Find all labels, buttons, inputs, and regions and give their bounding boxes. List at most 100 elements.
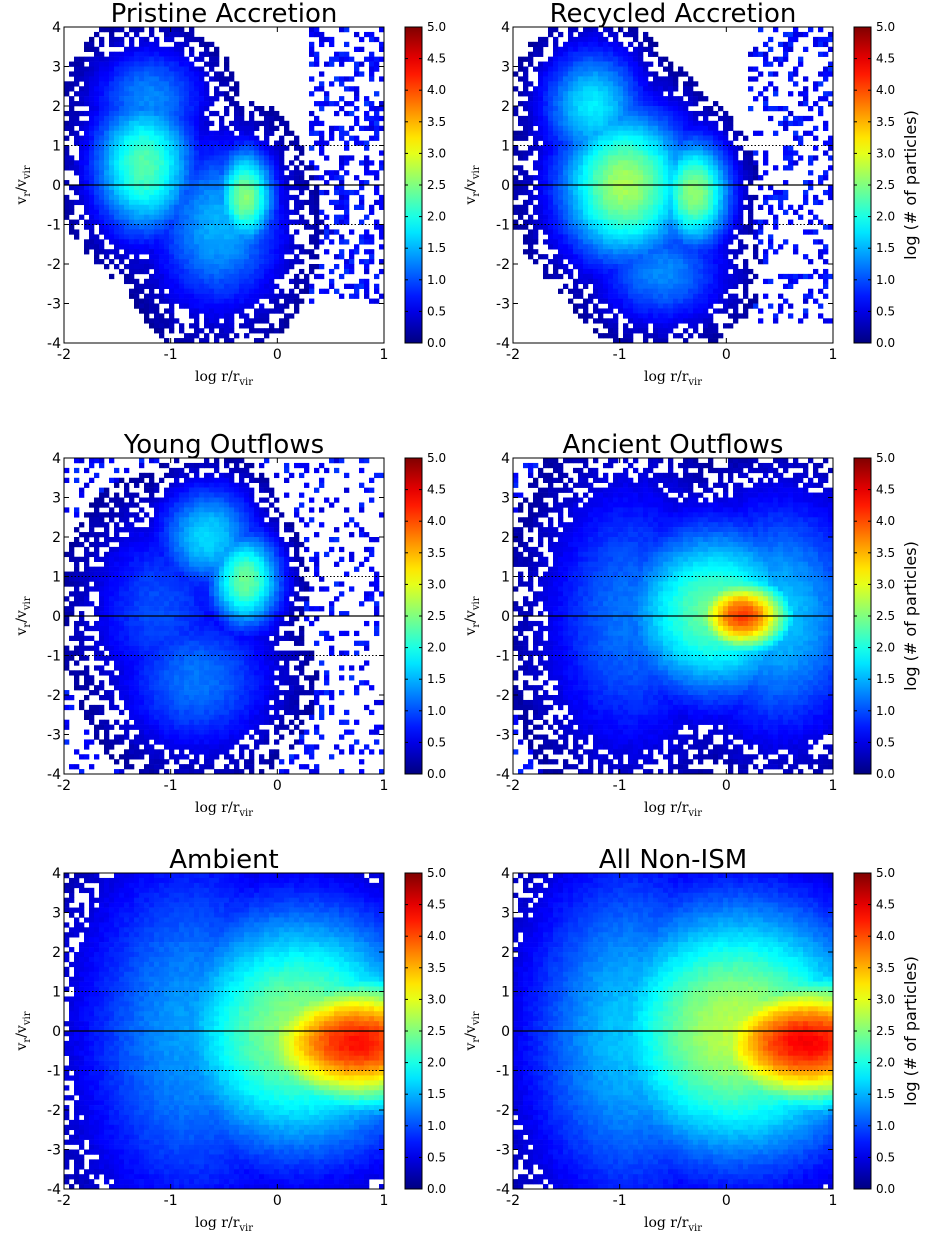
heat-cell [653, 145, 659, 151]
heat-cell [224, 229, 230, 235]
heat-cell [94, 180, 100, 186]
heat-cell [109, 180, 115, 186]
heat-cell [139, 66, 145, 72]
heat-cell [214, 268, 220, 275]
heat-cell [548, 56, 554, 62]
heat-cell [698, 288, 704, 294]
heat-cell [169, 199, 175, 206]
heat-cell [618, 56, 624, 62]
heat-cell [598, 31, 604, 38]
heat-cell [653, 259, 659, 265]
heat-cell [99, 106, 105, 112]
heat-cell [239, 145, 245, 151]
heat-cell [583, 135, 589, 141]
heat-cell [214, 96, 220, 102]
heat-cell [74, 120, 80, 127]
heat-cell [633, 76, 639, 82]
heat-cell [364, 278, 370, 285]
heat-cell [793, 160, 799, 166]
heat-cell [134, 264, 140, 270]
heat-cell [538, 254, 544, 260]
heat-cell [279, 209, 285, 215]
heat-cell [349, 86, 355, 92]
heat-cell [124, 130, 130, 136]
heat-cell [663, 239, 669, 245]
heat-cell [568, 170, 574, 176]
heat-cell [538, 71, 544, 77]
heat-cell [593, 76, 599, 82]
heat-cell [763, 150, 769, 156]
heat-cell [114, 224, 120, 230]
heat-cell [349, 268, 355, 275]
heat-cell [603, 224, 609, 230]
heat-cell [174, 268, 180, 275]
heat-cell [623, 86, 629, 92]
heat-cell [279, 185, 285, 191]
heat-cell [259, 180, 265, 186]
heat-cell [758, 51, 764, 57]
heat-cell [658, 86, 664, 92]
heat-cell [64, 81, 70, 87]
heat-cell [349, 76, 355, 82]
heat-cell [638, 115, 644, 122]
heat-cell [568, 194, 574, 201]
heat-cell [194, 66, 200, 72]
heat-cell [668, 106, 674, 112]
heat-cell [723, 239, 729, 245]
heat-cell [623, 194, 629, 201]
heat-cell [259, 328, 265, 334]
heat-cell [668, 328, 674, 334]
heat-cell [603, 194, 609, 201]
heat-cell [753, 175, 759, 181]
heat-cell [324, 96, 330, 102]
heat-cell [219, 303, 225, 309]
heat-cell [703, 125, 709, 131]
heat-cell [144, 170, 150, 176]
heat-cell [74, 101, 80, 107]
heat-cell [783, 189, 789, 196]
heat-cell [159, 160, 165, 166]
heat-cell [214, 199, 220, 206]
heat-cell [164, 293, 170, 299]
heat-cell [593, 150, 599, 156]
heat-cell [129, 125, 135, 131]
heat-cell [144, 135, 150, 141]
heat-cell [733, 130, 739, 136]
heat-cell [349, 125, 355, 131]
heat-cell [189, 303, 195, 309]
heat-cell [329, 229, 335, 235]
heat-cell [538, 150, 544, 156]
heat-cell [109, 214, 115, 220]
heat-cell [264, 224, 270, 230]
heat-cell [219, 288, 225, 294]
heat-cell [768, 209, 774, 215]
heat-cell [159, 278, 165, 285]
heat-cell [84, 185, 90, 191]
heat-cell [179, 86, 185, 92]
heat-cell [703, 323, 709, 329]
heat-cell [159, 204, 165, 210]
heat-cell [379, 56, 385, 62]
heat-cell [139, 194, 145, 201]
heat-cell [284, 199, 290, 206]
heat-cell [194, 135, 200, 141]
heat-cell [164, 170, 170, 176]
heat-cell [628, 81, 634, 87]
heat-cell [643, 214, 649, 220]
heat-cell [99, 170, 105, 176]
heat-cell [588, 56, 594, 62]
heat-cell [738, 229, 744, 235]
heat-cell [658, 239, 664, 245]
heat-cell [663, 66, 669, 72]
heat-cell [613, 170, 619, 176]
heat-cell [693, 268, 699, 275]
heat-cell [718, 273, 724, 280]
heat-cell [633, 106, 639, 112]
heat-cell [284, 165, 290, 171]
heat-cell [194, 268, 200, 275]
heat-cell [628, 86, 634, 92]
heat-cell [563, 120, 569, 127]
heat-cell [658, 96, 664, 102]
heat-cell [359, 199, 365, 206]
heat-cell [359, 278, 365, 285]
